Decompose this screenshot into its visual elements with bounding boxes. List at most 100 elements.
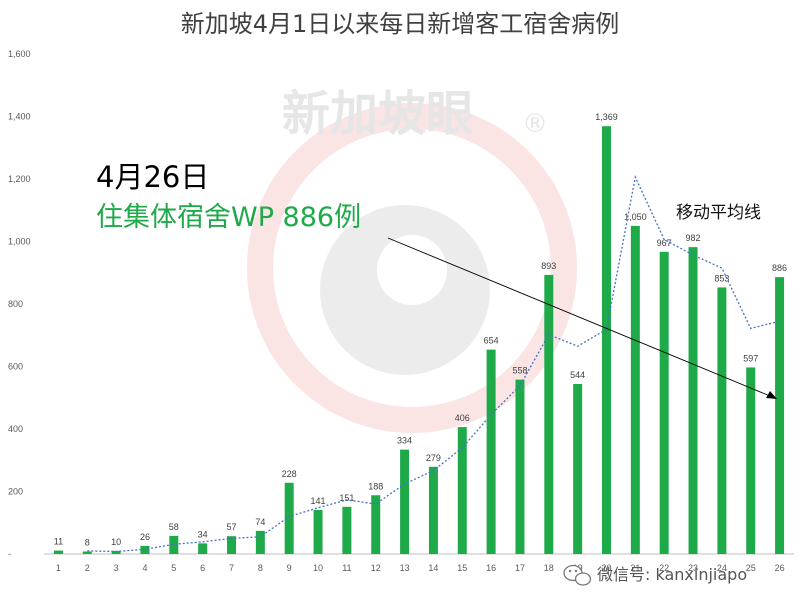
data-label: 1,369: [595, 112, 618, 122]
x-tick-label: 13: [400, 563, 410, 573]
data-label: 597: [743, 353, 758, 363]
annotation-arrow: [387, 237, 771, 397]
watermark: 新加坡眼 ®: [247, 86, 577, 433]
data-label: 558: [512, 366, 527, 376]
data-label: 334: [397, 436, 412, 446]
data-label: 544: [570, 370, 585, 380]
x-tick-label: 26: [775, 563, 785, 573]
x-tick-label: 3: [114, 563, 119, 573]
bar: [342, 506, 352, 554]
data-label: 10: [111, 537, 121, 547]
data-label: 654: [484, 336, 499, 346]
data-label: 982: [686, 233, 701, 243]
x-tick-label: 14: [428, 563, 438, 573]
y-tick-label: -: [8, 549, 11, 559]
bar: [544, 274, 554, 554]
data-label: 279: [426, 453, 441, 463]
bar: [602, 126, 611, 554]
y-tick-label: 600: [8, 362, 23, 372]
data-labels: 11 8 10 26 58 34 57 74 228 141 151 188 334 279 406 654 5…: [54, 112, 787, 547]
x-tick-label: 20: [601, 563, 611, 573]
bar: [371, 495, 381, 554]
data-label: 228: [282, 469, 297, 479]
watermark-ring: [247, 103, 577, 433]
bar: [717, 287, 727, 554]
bar: [573, 384, 583, 554]
y-tick-label: 400: [8, 424, 23, 434]
data-label: 886: [772, 263, 787, 273]
bar: [515, 379, 525, 554]
data-label: 853: [714, 273, 729, 283]
annotation-date: 4月26日: [96, 160, 209, 194]
x-tick-label: 24: [717, 563, 727, 573]
data-label: 1,050: [624, 212, 647, 222]
bar: [227, 536, 236, 554]
x-tick-label: 8: [258, 563, 263, 573]
data-label: 74: [255, 517, 265, 527]
bar: [111, 550, 121, 554]
bar: [198, 543, 208, 554]
x-tick-label: 15: [457, 563, 467, 573]
bar: [746, 367, 756, 554]
bar: [169, 535, 179, 554]
y-axis-ticks: - 200 400 600 800 1,000 1,200 1,400 1,600: [8, 49, 31, 559]
x-tick-label: 1: [56, 563, 61, 573]
watermark-mark: ®: [522, 109, 548, 139]
data-label: 406: [455, 413, 470, 423]
bar: [313, 509, 323, 554]
bar: [659, 251, 669, 554]
watermark-eye: [377, 235, 447, 305]
x-tick-label: 18: [544, 563, 554, 573]
x-tick-label: 11: [342, 563, 351, 573]
moving-average-line: [87, 174, 780, 553]
data-label: 967: [657, 238, 672, 248]
bar: [775, 277, 785, 554]
bar: [486, 349, 496, 554]
y-tick-label: 1,000: [8, 237, 31, 247]
chart-title: 新加坡4月1日以来每日新增客工宿舍病例: [181, 10, 620, 38]
y-tick-label: 1,200: [8, 174, 31, 184]
data-label: 8: [85, 538, 90, 548]
source-badge: 微信号: kanxinjiapo: [563, 564, 747, 586]
x-tick-label: 7: [229, 563, 234, 573]
data-label: 188: [368, 481, 383, 491]
x-tick-label: 10: [313, 563, 323, 573]
data-label: 11: [54, 537, 63, 547]
annotation-text: 住集体宿舍WP 886例: [96, 202, 361, 233]
data-label: 57: [226, 522, 236, 532]
y-tick-label: 1,600: [8, 49, 31, 59]
x-tick-label: 5: [171, 563, 176, 573]
y-tick-label: 1,400: [8, 112, 31, 122]
x-tick-label: 17: [515, 563, 525, 573]
bar: [284, 482, 294, 554]
data-label: 58: [169, 522, 179, 532]
bar: [82, 551, 92, 554]
bar: [630, 225, 640, 554]
watermark-text: 新加坡眼: [282, 86, 474, 142]
data-label: 34: [198, 529, 208, 539]
bar: [428, 466, 438, 554]
x-tick-label: 9: [287, 563, 292, 573]
bar: [53, 550, 63, 554]
y-tick-label: 800: [8, 299, 23, 309]
wechat-icon: [563, 564, 592, 586]
x-tick-label: 25: [746, 563, 756, 573]
x-axis-ticks: 1234567891011121314151617181920212223242…: [56, 563, 785, 573]
x-tick-label: 6: [200, 563, 205, 573]
bar: [457, 427, 467, 554]
data-label: 893: [541, 261, 556, 271]
bar: [255, 530, 265, 554]
bar: [688, 247, 698, 554]
x-tick-label: 22: [659, 563, 669, 573]
moving-average-label: 移动平均线: [676, 203, 761, 223]
data-label: 141: [311, 496, 326, 506]
x-tick-label: 16: [486, 563, 496, 573]
data-label: 26: [140, 532, 150, 542]
x-tick-label: 21: [630, 563, 640, 573]
annotation-arrowhead: [766, 391, 777, 399]
x-tick-label: 23: [688, 563, 698, 573]
bar: [400, 449, 410, 554]
y-tick-label: 200: [8, 487, 23, 497]
x-tick-label: 2: [85, 563, 90, 573]
